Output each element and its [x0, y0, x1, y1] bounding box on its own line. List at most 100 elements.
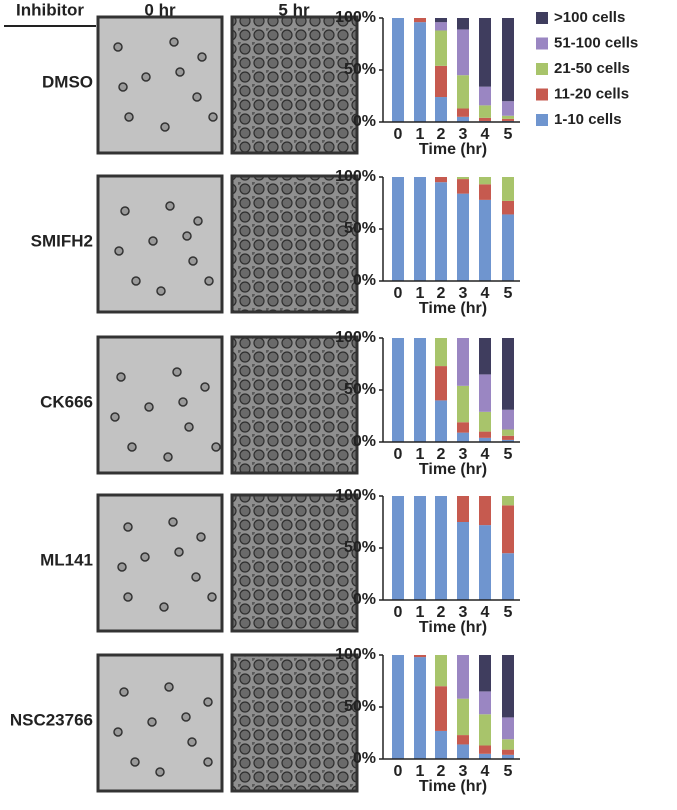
cell	[165, 201, 175, 211]
bar-segment	[457, 735, 469, 745]
x-tick-label: 5	[504, 763, 513, 780]
cell	[116, 372, 126, 382]
y-tick-label: 50%	[344, 220, 376, 237]
bar-segment	[479, 374, 491, 412]
bar-segment	[457, 744, 469, 759]
bar-segment	[435, 338, 447, 367]
x-tick-label: 0	[394, 126, 403, 143]
bar-segment	[502, 409, 514, 430]
bar-segment	[414, 338, 426, 442]
micrograph-0hr	[96, 335, 224, 475]
row-label: SMIFH2	[31, 231, 93, 250]
bar-segment	[435, 686, 447, 731]
cell	[148, 236, 158, 246]
bar-segment	[502, 115, 514, 119]
bar-segment	[414, 18, 426, 23]
bar-segment	[479, 525, 491, 600]
legend-swatch	[536, 37, 548, 50]
micrograph-5hr	[230, 653, 359, 793]
bar-segment	[457, 522, 469, 600]
cell	[178, 397, 188, 407]
cell	[197, 52, 207, 62]
bar-segment	[502, 505, 514, 554]
x-tick-label: 2	[437, 285, 446, 302]
bar-segment	[435, 182, 447, 281]
micrograph-0hr	[96, 493, 224, 633]
x-axis-label: Time (hr)	[419, 619, 487, 636]
bar-segment	[479, 338, 491, 375]
cell	[155, 767, 165, 777]
y-tick-label: 50%	[344, 61, 376, 78]
x-axis-label: Time (hr)	[419, 778, 487, 795]
x-tick-label: 2	[437, 126, 446, 143]
cell	[174, 547, 184, 557]
bar-segment	[457, 177, 469, 180]
bar-segment	[502, 439, 514, 442]
x-tick-label: 0	[394, 285, 403, 302]
legend-label: 11-20 cells	[554, 85, 629, 102]
x-tick-label: 5	[504, 446, 513, 463]
bar-segment	[479, 117, 491, 121]
bar-segment	[457, 29, 469, 76]
x-tick-label: 1	[416, 285, 425, 302]
cell	[113, 42, 123, 52]
cell	[168, 517, 178, 527]
cell	[187, 737, 197, 747]
row-label: ML141	[40, 550, 93, 569]
bar-segment	[502, 429, 514, 436]
x-tick-label: 5	[504, 604, 513, 621]
cell	[184, 422, 194, 432]
x-axis-label: Time (hr)	[419, 141, 487, 158]
x-tick-label: 3	[459, 126, 468, 143]
bar-segment	[457, 496, 469, 522]
x-axis-label: Time (hr)	[419, 300, 487, 317]
cell	[110, 412, 120, 422]
x-tick-label: 5	[504, 285, 513, 302]
bar-segment	[457, 698, 469, 736]
bar-segment	[502, 553, 514, 600]
cell	[175, 67, 185, 77]
bar-segment	[457, 179, 469, 194]
bar-segment	[502, 435, 514, 440]
y-tick-label: 50%	[344, 539, 376, 556]
cell	[204, 276, 214, 286]
bar-segment	[457, 193, 469, 281]
row-label: CK666	[40, 392, 93, 411]
bar-segment	[435, 30, 447, 66]
cell	[188, 256, 198, 266]
bar-segment	[479, 714, 491, 746]
y-tick-label: 100%	[335, 487, 376, 504]
x-tick-label: 3	[459, 446, 468, 463]
bar-segment	[479, 177, 491, 185]
bar-segment	[414, 177, 426, 281]
bar-segment	[414, 22, 426, 122]
cell	[117, 562, 127, 572]
bar-segment	[479, 753, 491, 759]
bar-segment	[457, 116, 469, 122]
cell	[200, 382, 210, 392]
x-axis-label: Time (hr)	[419, 461, 487, 478]
bar-segment	[502, 214, 514, 281]
bar-segment	[414, 657, 426, 759]
bar-segment	[479, 691, 491, 715]
bar-segment	[392, 177, 404, 281]
cell	[203, 697, 213, 707]
cell	[169, 37, 179, 47]
cell	[207, 592, 217, 602]
bar-segment	[479, 437, 491, 442]
x-tick-label: 1	[416, 446, 425, 463]
micrograph-0hr	[96, 15, 224, 155]
cell	[127, 442, 137, 452]
bar-segment	[502, 18, 514, 102]
x-tick-label: 1	[416, 126, 425, 143]
bar-segment	[479, 199, 491, 281]
cell	[140, 552, 150, 562]
legend-label: 1-10 cells	[554, 111, 622, 128]
cell	[147, 717, 157, 727]
y-tick-label: 100%	[335, 9, 376, 26]
bar-segment	[479, 105, 491, 118]
cell	[114, 246, 124, 256]
cell	[193, 216, 203, 226]
bar-segment	[502, 749, 514, 755]
